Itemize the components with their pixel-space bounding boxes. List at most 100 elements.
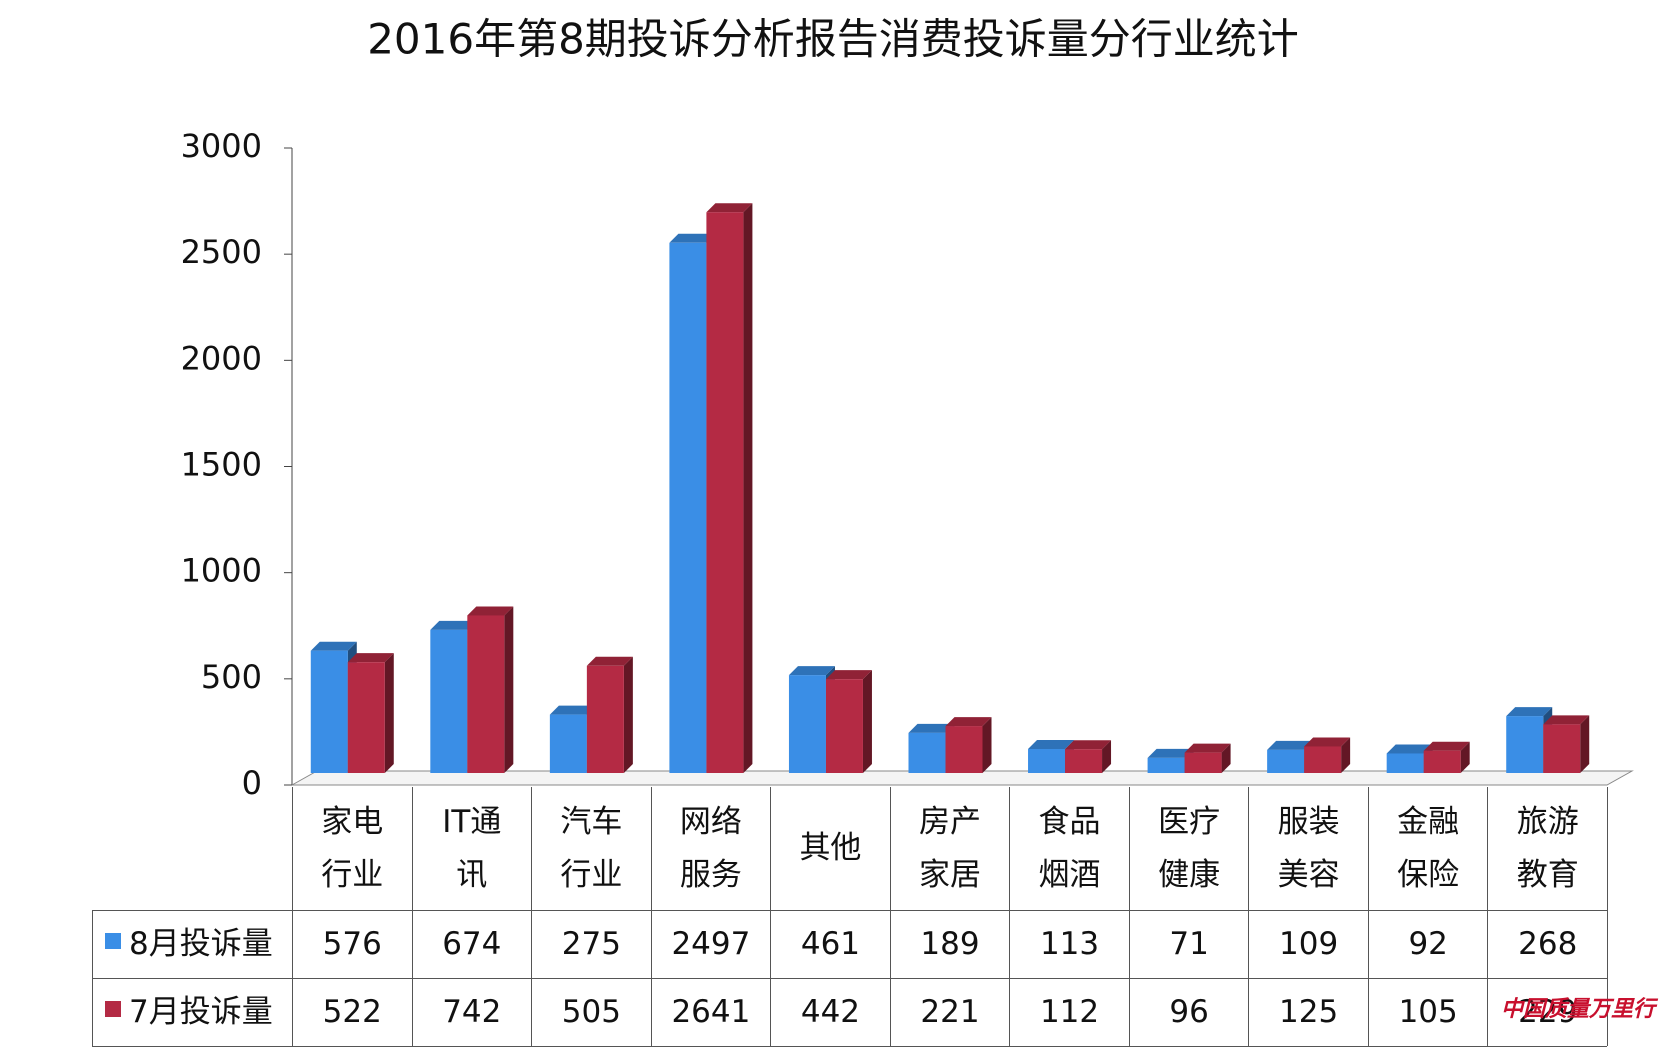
bar-face <box>825 670 872 680</box>
table-value: 189 <box>889 910 1010 978</box>
x-tick-label: 家电 行业 <box>292 787 412 910</box>
bar-face <box>1184 752 1222 773</box>
bar-face <box>1304 746 1342 773</box>
bar-face <box>504 606 514 773</box>
bar-face <box>467 606 514 616</box>
bar <box>1423 741 1470 773</box>
table-value: 2497 <box>650 910 771 978</box>
bar-face <box>1221 743 1231 773</box>
bar <box>1304 737 1351 773</box>
bar-face <box>706 212 744 773</box>
legend-swatch <box>105 1001 121 1017</box>
bar-face <box>430 620 477 630</box>
x-tick-label: 网络 服务 <box>650 787 771 910</box>
bar-face <box>669 242 707 774</box>
legend-entry: 8月投诉量 <box>92 910 292 978</box>
bar-face <box>1423 750 1461 773</box>
bar <box>825 670 872 773</box>
bar-face <box>1147 748 1194 758</box>
bar <box>467 606 514 773</box>
bar <box>347 653 394 773</box>
y-tick-label: 0 <box>242 764 262 802</box>
bar-face <box>1580 715 1590 773</box>
bar <box>1184 743 1231 773</box>
bar-face <box>1028 740 1075 750</box>
bar-face <box>310 641 357 651</box>
bar-face <box>467 615 505 773</box>
watermark: 中国质量万里行 <box>1500 997 1655 1022</box>
bar-face <box>669 233 716 243</box>
table-bottom <box>92 1046 1607 1047</box>
bar-face <box>1423 741 1470 751</box>
bar-face <box>1147 757 1185 773</box>
x-tick-label: 食品 烟酒 <box>1009 787 1129 910</box>
bar-face <box>945 717 992 727</box>
y-tick-label: 500 <box>201 658 262 696</box>
floor <box>290 770 1634 786</box>
table-value: 461 <box>770 910 890 978</box>
table-value: 268 <box>1487 910 1607 978</box>
y-tick-label: 2000 <box>181 339 262 377</box>
chart-title: 2016年第8期投诉分析报告消费投诉量分行业统计 <box>367 15 1299 64</box>
bar <box>1065 740 1112 773</box>
bar-face <box>1304 737 1351 747</box>
bar-face <box>1065 740 1112 750</box>
table-value: 105 <box>1367 978 1488 1046</box>
table-value: 275 <box>531 910 651 978</box>
bar <box>586 656 633 773</box>
table-value: 92 <box>1367 910 1488 978</box>
bar-face <box>825 679 863 773</box>
bar-face <box>1543 715 1590 725</box>
bar-face <box>623 656 633 773</box>
bar-face <box>347 653 394 663</box>
table-value: 71 <box>1128 910 1249 978</box>
bar-face <box>1460 741 1470 773</box>
bar-face <box>1184 743 1231 753</box>
bar-face <box>862 670 872 773</box>
table-value: 576 <box>292 910 412 978</box>
x-tick-label: 旅游 教育 <box>1487 787 1607 910</box>
bar <box>945 717 992 773</box>
table-value: 442 <box>770 978 890 1046</box>
bar-face <box>706 203 753 213</box>
bar <box>1543 715 1590 773</box>
table-value: 522 <box>292 978 412 1046</box>
x-tick-label: 金融 保险 <box>1367 787 1488 910</box>
bar-face <box>788 666 835 676</box>
bar-face <box>945 726 983 773</box>
bar-face <box>788 675 826 773</box>
bar-face <box>908 723 955 733</box>
bar-face <box>549 714 587 773</box>
y-tick-label: 3000 <box>181 127 262 165</box>
bar-face <box>347 662 385 773</box>
bar-face <box>743 203 753 773</box>
x-tick-label: 医疗 健康 <box>1128 787 1249 910</box>
table-value: 96 <box>1128 978 1249 1046</box>
bar-face <box>1386 744 1433 754</box>
bar-face <box>430 629 468 773</box>
x-tick-label: 其他 <box>770 787 890 910</box>
bar-face <box>1065 749 1103 773</box>
x-tick-label: IT通 讯 <box>411 787 532 910</box>
bar-face <box>982 717 992 773</box>
table-value: 505 <box>531 978 651 1046</box>
bar-face <box>1506 707 1553 717</box>
table-value: 109 <box>1248 910 1368 978</box>
x-tick-label: 服装 美容 <box>1248 787 1368 910</box>
x-tick-label: 房产 家居 <box>889 787 1010 910</box>
table-value: 2641 <box>650 978 771 1046</box>
bar-face <box>1506 716 1544 773</box>
legend-swatch <box>105 933 121 949</box>
table-value: 125 <box>1248 978 1368 1046</box>
y-tick-label: 1500 <box>181 446 262 484</box>
bar-face <box>1267 740 1314 750</box>
bar-face <box>908 732 946 773</box>
table-value: 674 <box>411 910 532 978</box>
bar-face <box>586 656 633 666</box>
bar-face <box>1267 749 1305 773</box>
table-value: 221 <box>889 978 1010 1046</box>
bar-face <box>1543 724 1581 773</box>
table-value: 742 <box>411 978 532 1046</box>
